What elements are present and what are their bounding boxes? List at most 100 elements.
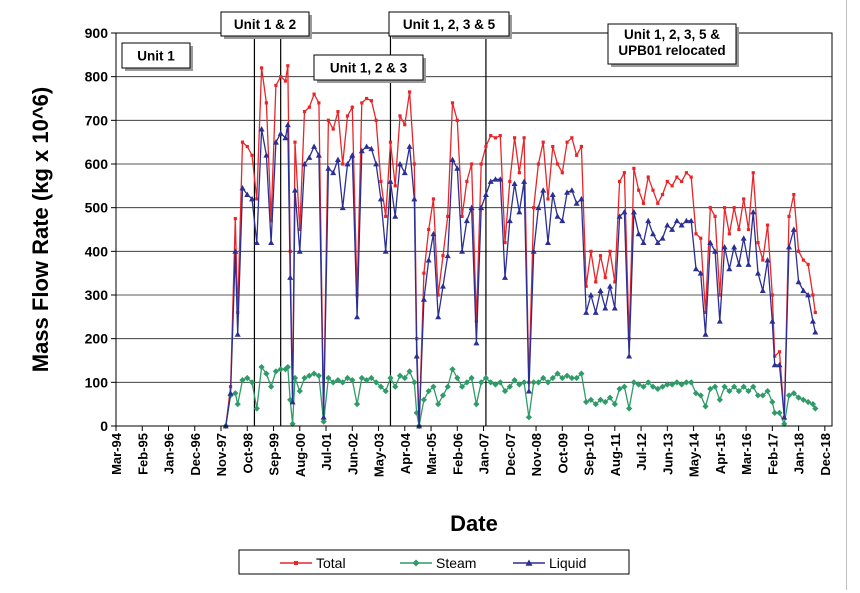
data-point — [771, 361, 778, 368]
data-point — [259, 66, 264, 70]
data-point — [368, 374, 375, 382]
data-point — [699, 236, 703, 240]
x-tick-label: Nov-97 — [214, 433, 229, 476]
data-point — [282, 134, 289, 141]
data-point — [617, 179, 622, 184]
x-axis-label: Date — [450, 511, 498, 536]
data-point — [498, 134, 502, 138]
data-point — [597, 396, 604, 403]
data-point — [746, 227, 751, 232]
data-point — [401, 169, 408, 176]
data-point — [502, 274, 509, 280]
legend-item-steam: Steam — [400, 555, 476, 571]
data-point — [349, 152, 356, 158]
data-point — [755, 270, 762, 276]
data-point — [541, 140, 545, 144]
data-point — [249, 195, 256, 202]
data-point — [384, 214, 388, 218]
data-point — [292, 187, 298, 193]
y-tick-label: 200 — [85, 331, 109, 347]
y-tick-label: 800 — [85, 69, 109, 85]
data-point — [800, 396, 807, 403]
data-point — [489, 134, 493, 138]
data-point — [298, 227, 302, 232]
data-point — [740, 235, 747, 241]
data-point — [594, 280, 598, 284]
data-point — [787, 214, 791, 218]
data-point — [732, 206, 736, 210]
data-point — [707, 239, 714, 245]
data-point — [435, 401, 442, 408]
data-point — [640, 239, 647, 245]
data-point — [809, 318, 816, 324]
data-point — [484, 144, 488, 149]
data-point — [568, 187, 575, 193]
data-point — [584, 284, 588, 288]
data-point — [449, 366, 456, 373]
data-point — [551, 144, 555, 149]
data-point — [516, 381, 523, 388]
x-tick-label: Jun-13 — [660, 433, 675, 475]
data-point — [764, 257, 771, 263]
data-point — [444, 252, 451, 259]
data-point — [813, 310, 817, 315]
y-axis-label: Mass Flow Rate (kg x 10^6) — [28, 87, 53, 373]
data-point — [236, 310, 240, 315]
data-point — [289, 420, 296, 427]
phase-box — [388, 11, 510, 37]
data-point — [525, 414, 533, 421]
x-tick-label: Mar-94 — [109, 432, 124, 475]
data-point — [317, 101, 321, 105]
data-point — [312, 92, 316, 96]
legend-box — [238, 549, 630, 575]
data-point — [420, 396, 427, 403]
data-point — [403, 123, 407, 127]
data-point — [812, 405, 819, 412]
data-point — [806, 262, 810, 267]
gridlines — [116, 76, 832, 383]
data-point — [727, 232, 731, 236]
data-series — [222, 64, 819, 430]
data-point — [540, 187, 547, 193]
data-point — [549, 191, 556, 197]
data-point — [268, 239, 275, 245]
data-point — [320, 418, 327, 425]
data-point — [468, 374, 475, 382]
data-point — [306, 154, 313, 160]
data-point — [387, 374, 394, 382]
data-point — [583, 309, 590, 315]
data-point — [455, 118, 459, 122]
data-point — [771, 409, 778, 417]
x-axis-ticks: Mar-94 Feb-95 Jan-96 Dec-96 Nov-97 Oct-98 Sep-… — [109, 426, 833, 477]
data-point — [331, 127, 335, 131]
data-point — [570, 136, 574, 140]
data-point — [511, 180, 518, 187]
data-point — [296, 387, 303, 395]
data-point — [613, 280, 617, 284]
data-point — [326, 118, 331, 122]
data-point — [512, 136, 517, 140]
data-point — [716, 396, 723, 403]
data-point — [578, 195, 585, 202]
data-point — [564, 189, 571, 195]
data-point — [293, 140, 297, 144]
data-point — [616, 213, 623, 219]
data-point — [630, 209, 637, 215]
data-point — [602, 305, 609, 311]
x-tick-label: Mar-05 — [424, 433, 439, 475]
x-tick-label: Dec-18 — [818, 433, 833, 476]
data-point — [277, 130, 284, 136]
data-point — [397, 161, 404, 167]
data-point — [354, 313, 361, 320]
data-point — [731, 243, 738, 250]
x-tick-label: May-03 — [372, 433, 387, 477]
data-point — [611, 305, 618, 311]
data-point — [353, 401, 361, 408]
x-tick-label: May-14 — [687, 432, 702, 477]
data-point — [458, 383, 466, 390]
data-point — [759, 287, 766, 294]
data-point — [392, 213, 399, 219]
data-point — [559, 217, 566, 224]
data-point — [678, 222, 685, 228]
